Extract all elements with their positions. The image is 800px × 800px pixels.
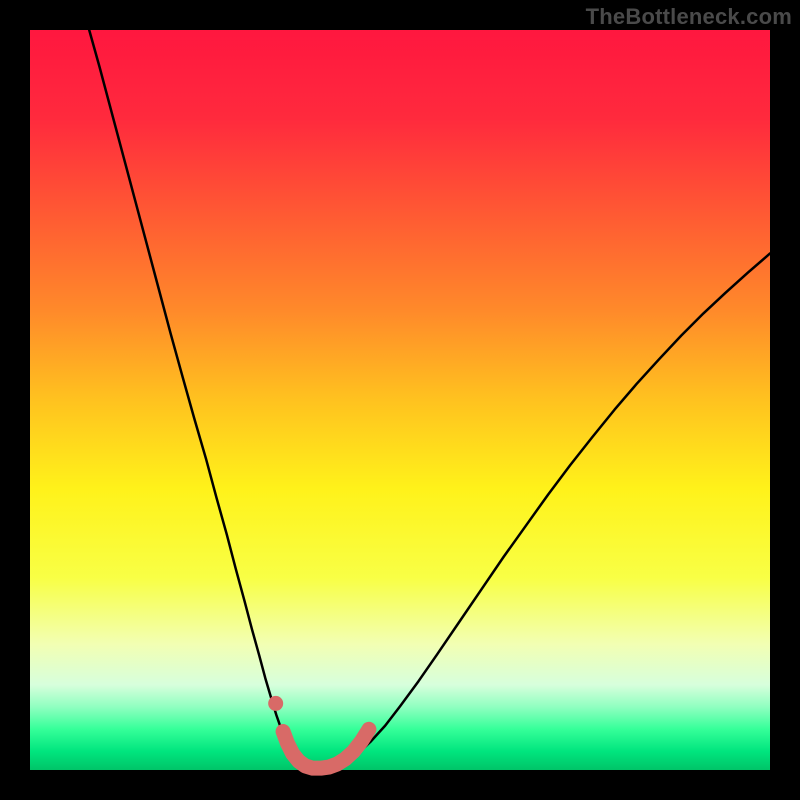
plot-background	[30, 30, 770, 770]
valley-highlight-dot	[268, 696, 283, 711]
chart-root: TheBottleneck.com	[0, 0, 800, 800]
chart-svg	[0, 0, 800, 800]
